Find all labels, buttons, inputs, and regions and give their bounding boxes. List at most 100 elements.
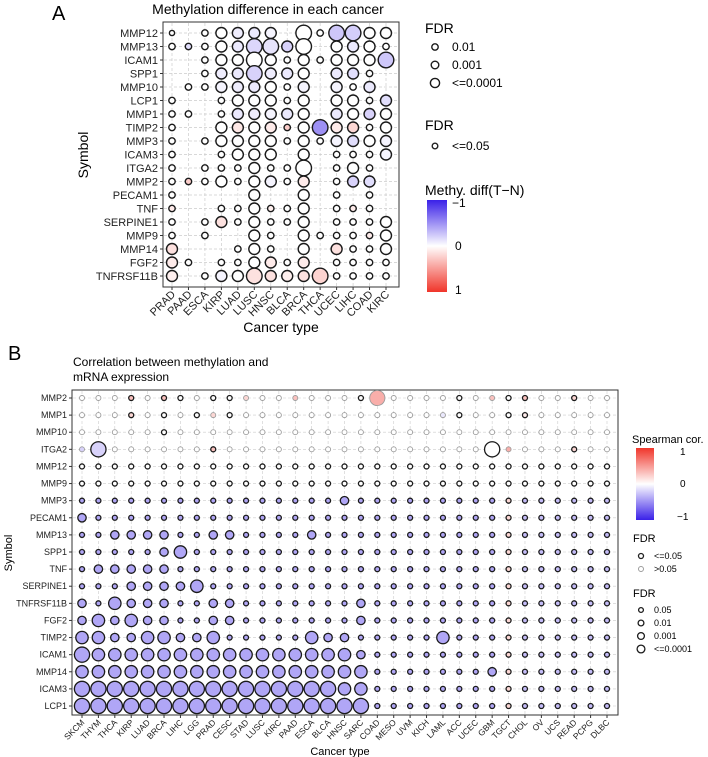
panel-a-dot-icam1-hnsc [264, 53, 277, 67]
panel-b-dot-tnf-cesc [226, 565, 233, 573]
panel-b-dot-itga2-lihc [177, 446, 184, 453]
panel-b-dot-mmp13-chol [521, 531, 529, 539]
panel-b-dot-mmp13-kich [423, 531, 430, 539]
panel-b-dot-tnfrsf11b-kirp [126, 598, 137, 609]
panel-a-dot-lcp1-ucec [330, 94, 343, 107]
panel-b-dot-mmp14-ucs [554, 668, 561, 675]
panel-a-dot-mmp14-lihc [349, 245, 357, 253]
panel-a-dot-spp1-lihc [346, 67, 360, 80]
panel-b-dot-tnfrsf11b-dlbc [603, 600, 611, 607]
panel-b-dot-mmp10-skcm [79, 429, 85, 436]
panel-b-dot-mmp1-stad [243, 412, 250, 419]
panel-a-dot-mmp2-lusc [248, 175, 261, 188]
panel-a-dot-itga2-lusc [248, 161, 261, 175]
panel-b-dot-mmp2-lihc [177, 394, 184, 402]
panel-b-dot-fgf2-kich [423, 617, 430, 624]
panel-b-dot-mmp9-coad [374, 480, 381, 487]
panel-a-dot-mmp10-hnsc [264, 80, 277, 94]
panel-a-dot-mmp2-brca [297, 175, 310, 188]
panel-b-dot-fgf2-acc [456, 617, 463, 624]
panel-b-dot-icam3-lihc [172, 680, 189, 698]
panel-a-dot-tnfrsf11b-kirc [382, 272, 390, 280]
panel-b-dot-mmp1-ucs [554, 412, 561, 419]
panel-b-x-tick-lihc: LIHC [164, 717, 185, 738]
panel-b-dot-pecam1-paad [292, 514, 299, 521]
panel-b-sig-legend-label-significant: <=0.05 [654, 551, 682, 561]
panel-b-dot-fgf2-laml [439, 617, 447, 624]
panel-b-dot-mmp12-sarc [357, 463, 365, 470]
panel-b-dot-tnfrsf11b-blca [324, 600, 332, 607]
panel-a-dot-mmp2-ucec [332, 177, 341, 186]
panel-a-dot-mmp14-coad [365, 245, 374, 253]
panel-b-dot-tnfrsf11b-lihc [177, 600, 184, 607]
panel-b-dot-mmp3-thca [111, 497, 118, 504]
panel-b-dot-tnf-paad [292, 565, 299, 573]
panel-a-y-tick-mmp9: MMP9 [126, 231, 158, 243]
panel-b-dot-mmp14-skcm [75, 664, 89, 679]
panel-b-dot-mmp2-kich [423, 395, 430, 401]
panel-b-dot-fgf2-skcm [77, 615, 87, 626]
panel-b-dot-mmp9-ov [538, 480, 545, 487]
panel-a-y-tick-mmp10: MMP10 [120, 82, 158, 94]
panel-b-dot-icam3-ucs [554, 685, 561, 693]
panel-a-dot-icam3-kirc [379, 148, 393, 161]
panel-b-dot-timp2-kirp [126, 632, 137, 643]
panel-b-dot-mmp3-lihc [177, 497, 184, 504]
panel-a-dot-mmp9-brca [297, 229, 310, 242]
panel-b-dot-mmp14-kirc [272, 664, 286, 679]
panel-b-title-line-2: mRNA expression [73, 370, 169, 384]
panel-a-y-tick-pecam1: PECAM1 [113, 190, 158, 202]
panel-b-dot-tnfrsf11b-tgct [505, 600, 512, 607]
panel-b-y-tick-icam1: ICAM1 [39, 650, 67, 660]
panel-b-dot-icam1-lihc [173, 647, 188, 662]
panel-b-dot-icam1-luad [140, 647, 155, 662]
panel-b-dot-tnfrsf11b-sarc [356, 598, 366, 609]
panel-b-dot-mmp1-kich [423, 412, 430, 419]
panel-b-dot-timp2-ov [538, 634, 545, 641]
panel-a-dot-pecam1-prad [168, 191, 176, 199]
panel-b-y-tick-mmp2: MMP2 [41, 393, 67, 403]
panel-b-dot-mmp10-thym [95, 429, 102, 436]
panel-b-size-legend-key [637, 606, 645, 614]
panel-b-dot-icam1-laml [439, 651, 447, 658]
panel-b-dot-mmp13-read [571, 531, 578, 539]
panel-b-dot-mmp1-tgct [505, 411, 512, 419]
panel-b-dot-mmp14-uvm [406, 668, 414, 675]
panel-b-dot-mmp13-thym [95, 531, 102, 539]
panel-b-dot-timp2-skcm [75, 630, 89, 645]
panel-b-dot-spp1-skcm [78, 548, 86, 556]
panel-b-dot-tnf-thym [93, 564, 104, 574]
panel-b-dot-mmp2-gbm [489, 395, 496, 401]
panel-b-dot-mmp10-gbm [489, 429, 496, 436]
panel-b-dot-serpine1-chol [521, 583, 529, 590]
panel-b-dot-icam1-kirc [272, 647, 286, 662]
panel-b-dot-tnf-brca [159, 564, 169, 574]
panel-b-dot-pecam1-hnsc [341, 514, 348, 521]
panel-a-y-tick-mmp1: MMP1 [126, 109, 158, 121]
panel-a-dot-mmp13-luad [231, 40, 245, 53]
panel-b-dot-mmp13-sarc [357, 531, 365, 539]
panel-a-dot-itga2-hnsc [266, 164, 275, 172]
panel-b-dot-lcp1-dlbc [603, 702, 611, 710]
panel-b-dot-mmp12-hnsc [341, 463, 348, 470]
panel-b-dot-mmp1-paad [292, 412, 299, 419]
panel-a-dot-serpine1-lusc [248, 215, 261, 229]
panel-b-dot-timp2-lgg [191, 632, 202, 643]
panel-b-dot-tnfrsf11b-skcm [77, 598, 87, 609]
panel-b-x-ticks: SKCMTHYMTHCAKIRPLUADBRCALIHCLGGPRADCESCS… [62, 715, 611, 742]
panel-b-dot-fgf2-kirc [275, 617, 283, 624]
panel-b-dot-spp1-acc [456, 548, 463, 556]
panel-b-dot-fgf2-ov [538, 617, 545, 624]
panel-b-dot-mmp14-read [571, 668, 578, 675]
panel-b-dot-fgf2-meso [390, 617, 397, 624]
panel-b-dot-mmp12-kirc [275, 463, 283, 470]
panel-b-dot-spp1-tgct [505, 548, 512, 556]
panel-b-dot-itga2-kich [423, 446, 430, 453]
panel-b-dot-itga2-uvm [407, 446, 414, 453]
panel-b-dot-itga2-ov [538, 446, 545, 453]
panel-b-dot-itga2-ucec [472, 446, 479, 453]
panel-b-dot-mmp3-esca [308, 497, 315, 504]
panel-b-dot-pecam1-chol [521, 514, 529, 521]
panel-b-dot-fgf2-ucs [554, 617, 561, 624]
panel-b: B Correlation between methylation and mR… [3, 343, 704, 757]
